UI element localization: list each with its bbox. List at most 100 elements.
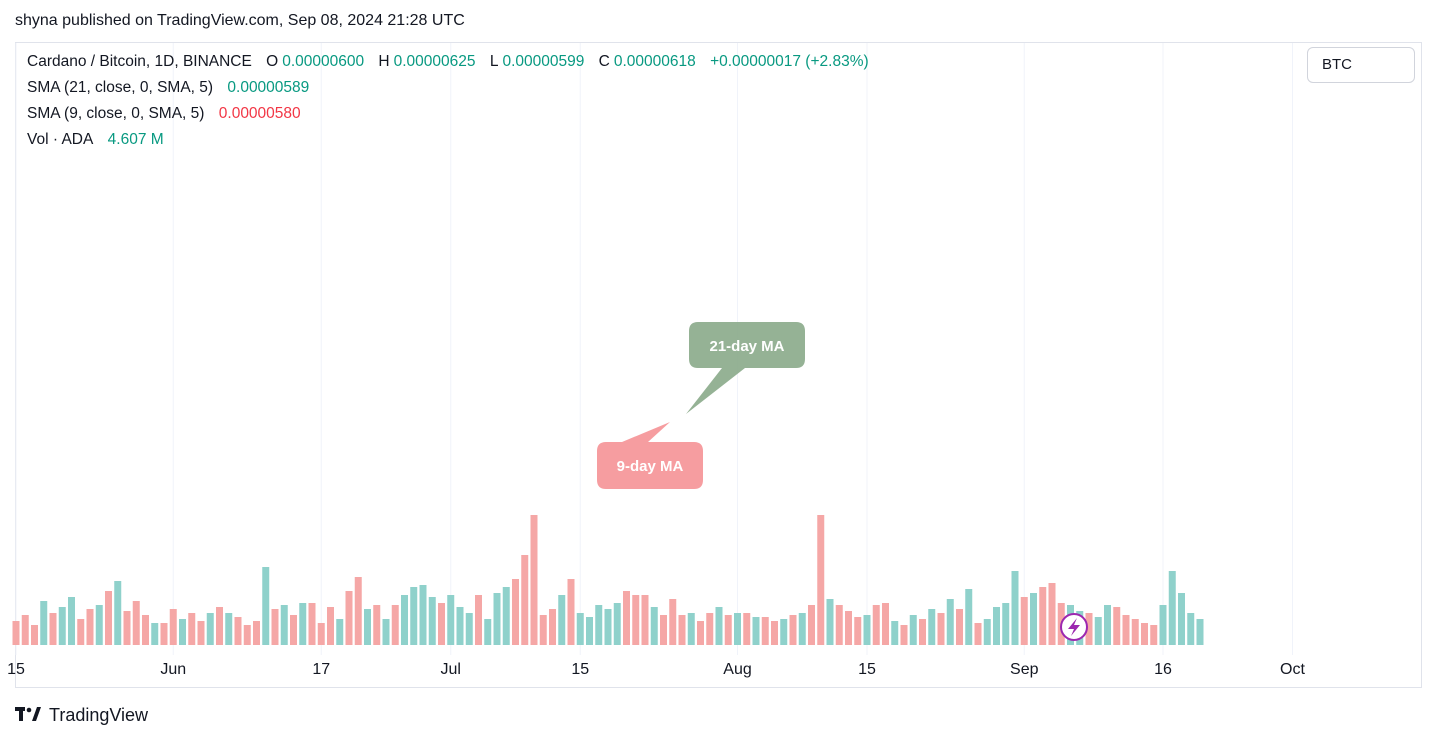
volume-bar bbox=[105, 591, 112, 645]
legend-sma9-row[interactable]: SMA (9, close, 0, SMA, 5) 0.00000580 bbox=[27, 105, 305, 123]
tradingview-logo[interactable]: TradingView bbox=[15, 705, 148, 726]
sma9-callout bbox=[597, 422, 703, 489]
volume-bar bbox=[900, 625, 908, 645]
volume-bar bbox=[771, 621, 778, 645]
volume-bar bbox=[1196, 619, 1204, 645]
volume-bar bbox=[502, 587, 510, 645]
volume-bar bbox=[604, 609, 612, 645]
volume-bar bbox=[521, 555, 529, 645]
volume-bar bbox=[678, 615, 686, 645]
volume-bar bbox=[123, 611, 131, 645]
low-label: L bbox=[489, 53, 499, 70]
volume-bar bbox=[465, 613, 473, 645]
volume-bar bbox=[86, 609, 94, 645]
volume-bar bbox=[373, 605, 381, 645]
published-by-line: shyna published on TradingView.com, Sep … bbox=[15, 12, 465, 29]
volume-bar bbox=[271, 609, 279, 645]
volume-bar bbox=[1104, 605, 1111, 645]
grid-lines bbox=[15, 43, 1293, 655]
volume-bar bbox=[68, 597, 75, 645]
volume-bar bbox=[142, 615, 149, 645]
volume-bar bbox=[31, 625, 38, 645]
volume-bar bbox=[114, 581, 122, 645]
volume-bar bbox=[983, 619, 991, 645]
volume-bar bbox=[965, 589, 973, 645]
volume-bar bbox=[863, 615, 871, 645]
volume-bar bbox=[419, 585, 427, 645]
legend-sma21-row[interactable]: SMA (21, close, 0, SMA, 5) 0.00000589 bbox=[27, 79, 313, 97]
legend-ohlc-row: Cardano / Bitcoin, 1D, BINANCE O 0.000006… bbox=[27, 53, 873, 71]
volume-bar bbox=[484, 619, 492, 645]
tradingview-logo-icon bbox=[15, 705, 41, 726]
time-tick-label: 16 bbox=[1154, 661, 1172, 678]
volume-bar bbox=[206, 613, 214, 645]
volume-bar bbox=[539, 615, 547, 645]
volume-bar bbox=[447, 595, 455, 645]
volume-bar bbox=[40, 601, 48, 645]
volume-bar bbox=[872, 605, 880, 645]
axes: 0.000010000.000009000.000008000.00000500… bbox=[7, 613, 1306, 678]
volume-label: Vol · ADA bbox=[27, 131, 94, 148]
volume-bar bbox=[669, 599, 677, 645]
volume-bar bbox=[650, 607, 658, 645]
volume-bar bbox=[225, 613, 233, 645]
volume-bar bbox=[798, 613, 806, 645]
volume-bar bbox=[253, 621, 260, 645]
close-value: 0.00000618 bbox=[613, 53, 696, 70]
symbol-label[interactable]: Cardano / Bitcoin, 1D, BINANCE bbox=[27, 53, 252, 70]
volume-bar bbox=[243, 625, 251, 645]
open-value: 0.00000600 bbox=[282, 53, 365, 70]
volume-bar bbox=[752, 617, 760, 645]
volume-bar bbox=[95, 605, 103, 645]
legend-volume-row[interactable]: Vol · ADA 4.607 M bbox=[27, 131, 168, 149]
volume-bar bbox=[567, 579, 575, 645]
volume-bar bbox=[882, 603, 889, 645]
sma9-value: 0.00000580 bbox=[218, 105, 301, 122]
volume-bar bbox=[160, 623, 168, 645]
volume-bar bbox=[401, 595, 408, 645]
open-label: O bbox=[266, 53, 279, 70]
time-tick-label: 17 bbox=[312, 661, 330, 678]
volume-value: 4.607 M bbox=[107, 131, 164, 148]
volume-bar bbox=[327, 607, 334, 645]
volume-bar bbox=[317, 623, 325, 645]
volume-bar bbox=[382, 619, 390, 645]
volume-bar bbox=[438, 603, 445, 645]
volume-bar bbox=[724, 615, 732, 645]
volume-bar bbox=[188, 613, 196, 645]
volume-bar bbox=[734, 613, 741, 645]
currency-button[interactable]: BTC bbox=[1307, 47, 1415, 83]
volume-bar bbox=[613, 603, 621, 645]
change-value: +0.00000017 (+2.83%) bbox=[710, 53, 869, 70]
volume-bar bbox=[1094, 617, 1102, 645]
volume-bar bbox=[854, 617, 862, 645]
volume-bar bbox=[12, 621, 20, 645]
volume-bar bbox=[993, 607, 1000, 645]
volume-bar bbox=[946, 599, 954, 645]
close-label: C bbox=[598, 53, 610, 70]
volume-bar bbox=[1178, 593, 1185, 645]
volume-bar bbox=[428, 597, 436, 645]
volume-bar bbox=[336, 619, 344, 645]
volume-bar bbox=[1168, 571, 1176, 645]
volume-bar bbox=[632, 595, 640, 645]
sma21-value: 0.00000589 bbox=[227, 79, 310, 96]
volume-bar bbox=[826, 599, 834, 645]
volume-bar bbox=[706, 613, 714, 645]
volume-bar bbox=[151, 623, 159, 645]
volume-bar bbox=[817, 515, 825, 645]
tradingview-brand: TradingView bbox=[49, 705, 149, 725]
volume-bar bbox=[928, 609, 936, 645]
volume-bar bbox=[1159, 605, 1167, 645]
volume-bar bbox=[845, 611, 852, 645]
volume-bar bbox=[132, 601, 140, 645]
volume-bar bbox=[410, 587, 418, 645]
volume-bar bbox=[687, 613, 695, 645]
time-tick-label: Sep bbox=[1010, 661, 1039, 678]
volume-bar bbox=[919, 619, 926, 645]
volume-bar bbox=[1030, 593, 1037, 645]
volume-bar bbox=[58, 607, 66, 645]
volume-bar bbox=[475, 595, 482, 645]
sma9-callout-label: 9-day MA bbox=[617, 458, 684, 475]
